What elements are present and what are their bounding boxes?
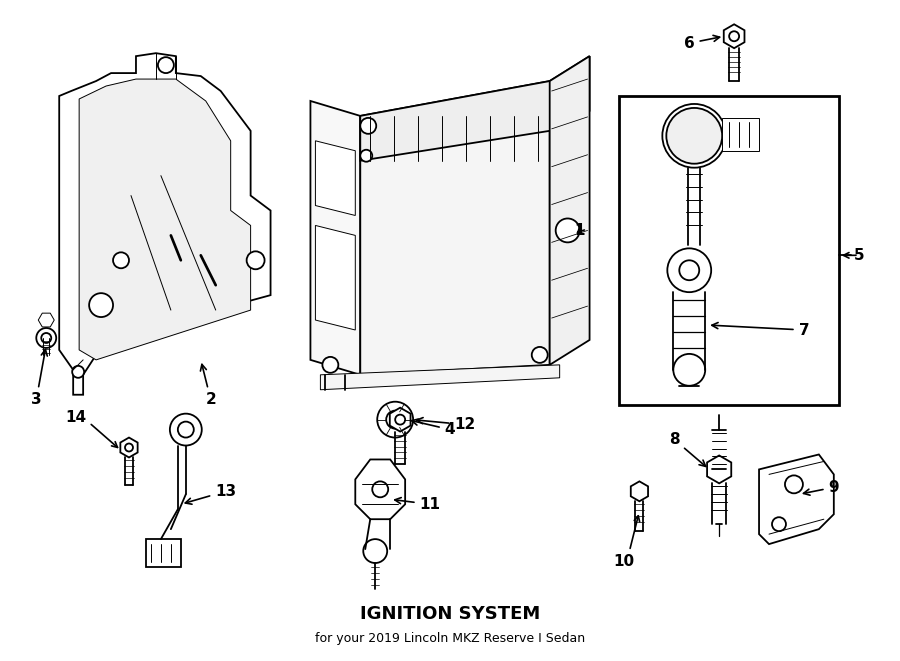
- Polygon shape: [39, 313, 54, 327]
- Circle shape: [178, 422, 194, 438]
- Polygon shape: [360, 56, 590, 161]
- Circle shape: [662, 104, 726, 168]
- Circle shape: [395, 414, 405, 424]
- Polygon shape: [360, 81, 550, 375]
- Text: 8: 8: [669, 432, 706, 467]
- Text: IGNITION SYSTEM: IGNITION SYSTEM: [360, 605, 540, 623]
- Circle shape: [680, 260, 699, 280]
- Circle shape: [772, 517, 786, 531]
- Text: 4: 4: [411, 419, 455, 437]
- Polygon shape: [724, 24, 744, 48]
- Polygon shape: [310, 101, 360, 375]
- Text: for your 2019 Lincoln MKZ Reserve I Sedan: for your 2019 Lincoln MKZ Reserve I Seda…: [315, 632, 585, 645]
- Polygon shape: [550, 56, 590, 365]
- Text: 10: 10: [613, 553, 634, 568]
- Polygon shape: [390, 408, 410, 432]
- Circle shape: [729, 31, 739, 41]
- Polygon shape: [722, 118, 759, 151]
- Circle shape: [360, 118, 376, 134]
- Polygon shape: [631, 481, 648, 501]
- Text: 11: 11: [395, 497, 441, 512]
- Circle shape: [785, 475, 803, 493]
- Circle shape: [673, 354, 706, 386]
- Circle shape: [170, 414, 202, 446]
- Circle shape: [666, 108, 722, 164]
- Circle shape: [377, 402, 413, 438]
- Polygon shape: [356, 459, 405, 519]
- Circle shape: [72, 366, 84, 378]
- Text: 9: 9: [804, 480, 839, 495]
- Text: 14: 14: [66, 410, 86, 425]
- Circle shape: [125, 444, 133, 451]
- Text: 1: 1: [574, 223, 585, 238]
- Text: 5: 5: [853, 248, 864, 263]
- Bar: [619, 96, 839, 405]
- Circle shape: [373, 481, 388, 497]
- Text: 3: 3: [31, 350, 48, 407]
- Circle shape: [158, 57, 174, 73]
- Circle shape: [322, 357, 338, 373]
- Circle shape: [41, 333, 51, 343]
- Bar: [146, 539, 181, 567]
- Polygon shape: [315, 141, 356, 215]
- Circle shape: [532, 347, 548, 363]
- Circle shape: [113, 253, 129, 268]
- Circle shape: [89, 293, 113, 317]
- Polygon shape: [320, 365, 560, 390]
- Polygon shape: [759, 455, 833, 544]
- Polygon shape: [59, 53, 271, 395]
- Circle shape: [555, 219, 580, 243]
- Polygon shape: [707, 455, 732, 483]
- Text: 6: 6: [684, 35, 720, 51]
- Polygon shape: [315, 225, 356, 330]
- Circle shape: [247, 251, 265, 269]
- Circle shape: [667, 249, 711, 292]
- Text: 13: 13: [185, 484, 237, 504]
- Text: 2: 2: [201, 364, 216, 407]
- Text: 7: 7: [712, 323, 809, 338]
- Polygon shape: [121, 438, 138, 457]
- Polygon shape: [79, 79, 250, 360]
- Circle shape: [360, 150, 373, 162]
- Circle shape: [386, 410, 404, 428]
- Text: 12: 12: [417, 417, 475, 432]
- Circle shape: [364, 539, 387, 563]
- Circle shape: [36, 328, 56, 348]
